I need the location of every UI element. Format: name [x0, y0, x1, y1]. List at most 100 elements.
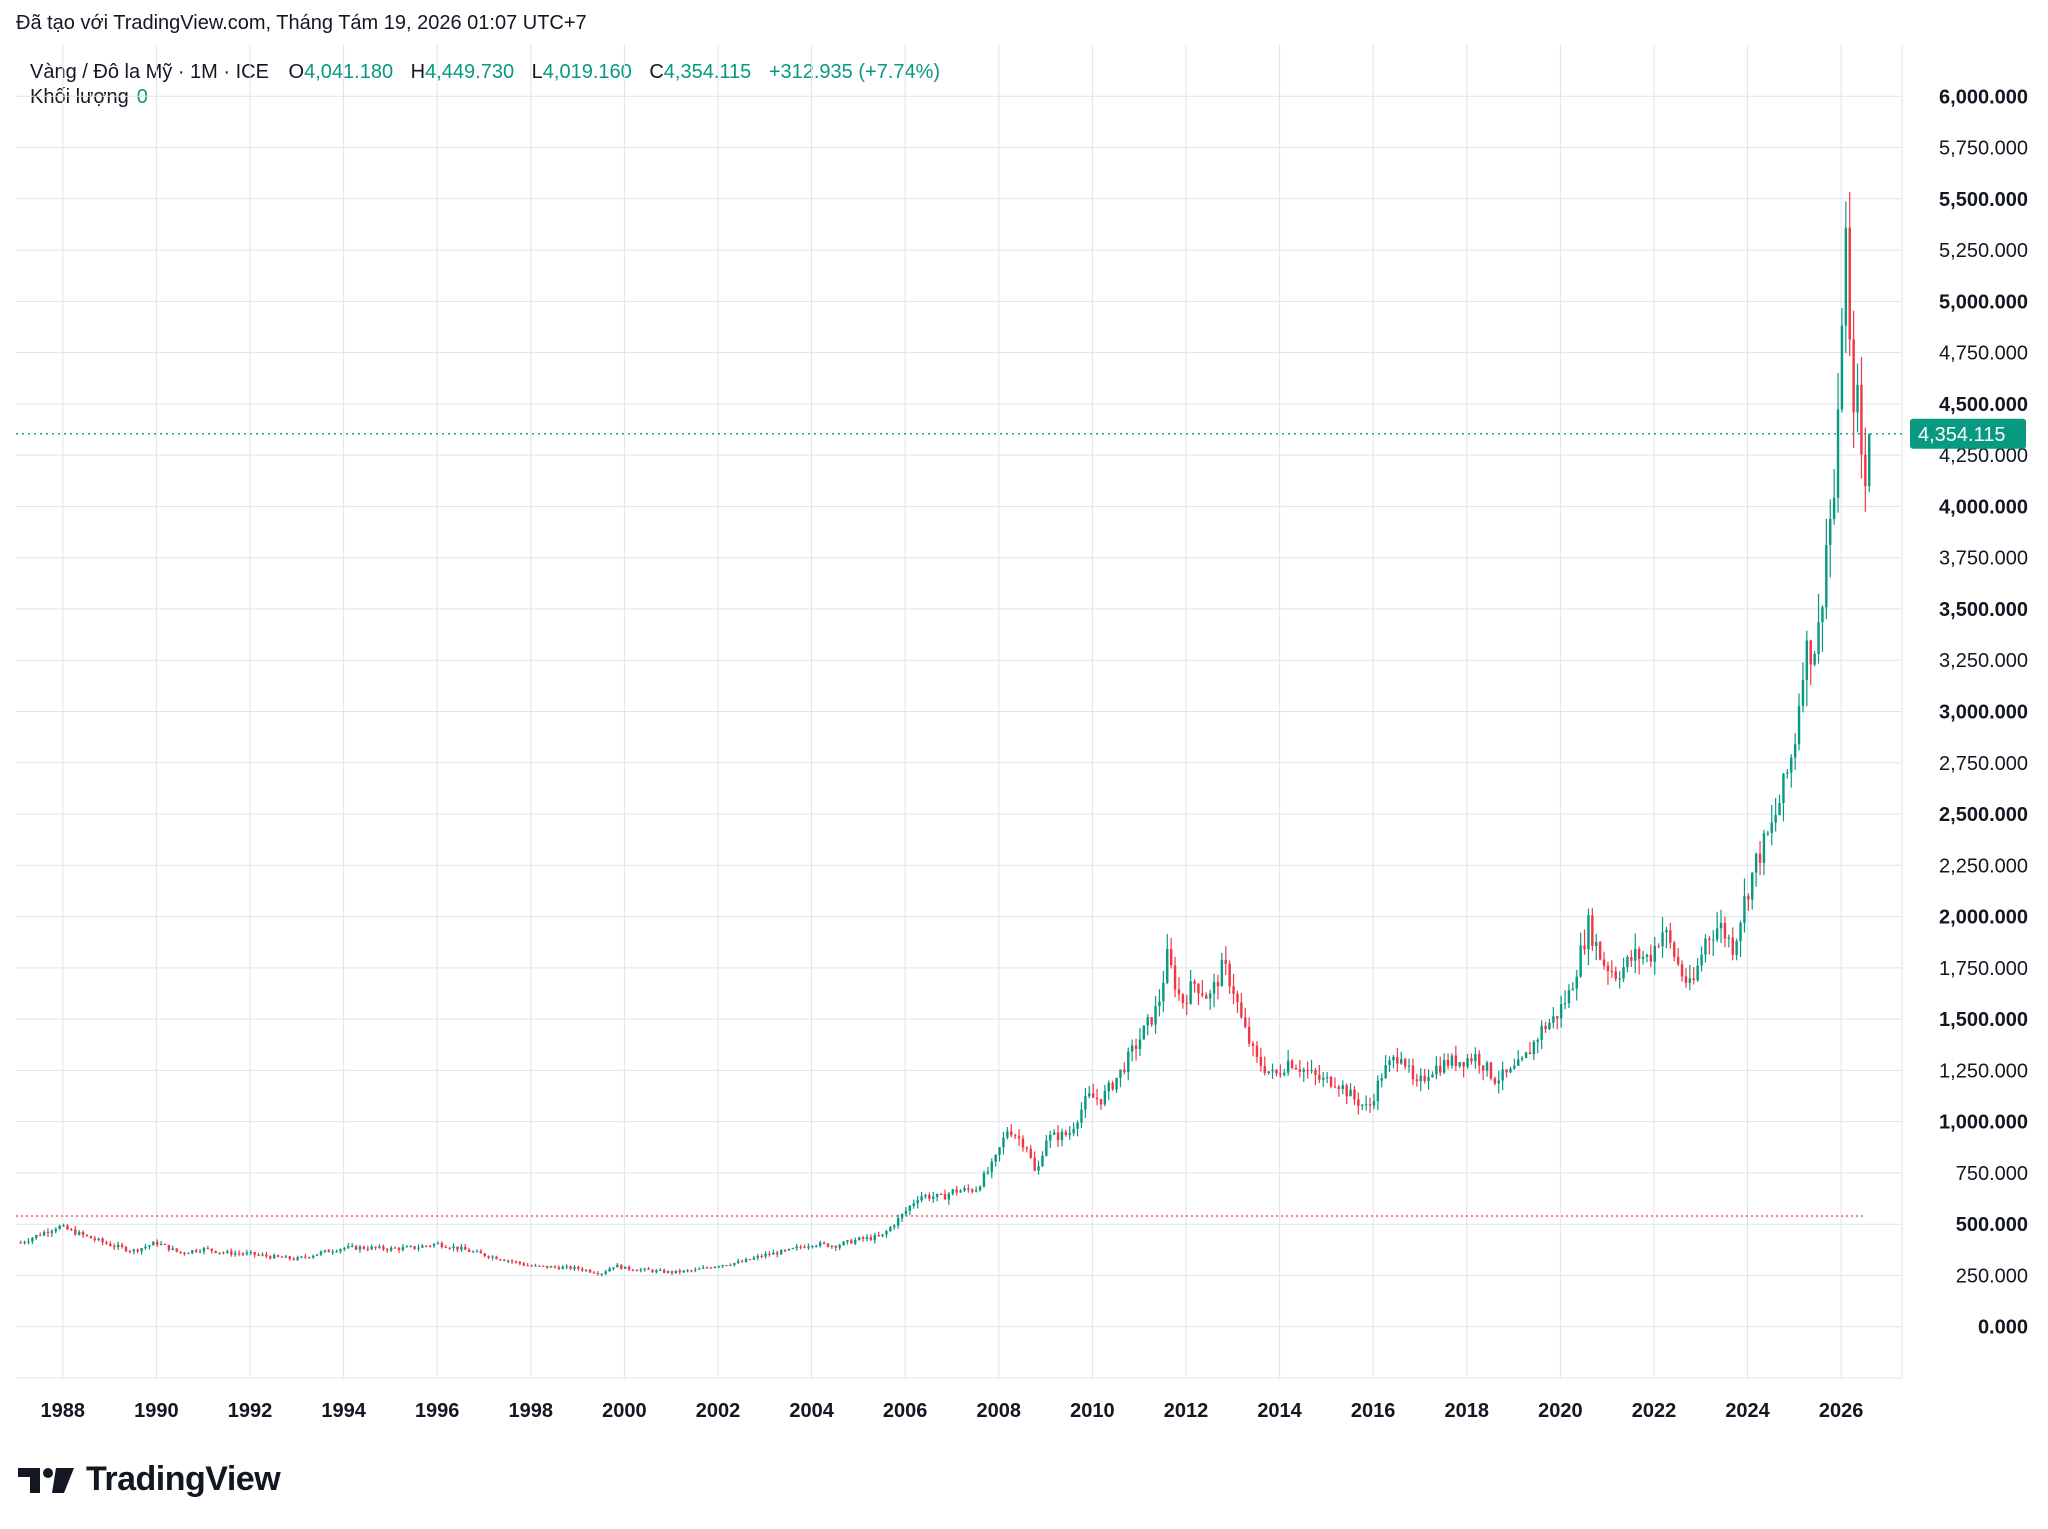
candle-body	[241, 1253, 245, 1255]
candle	[23, 1240, 26, 1245]
candle-body	[1208, 993, 1212, 999]
candle-body	[23, 1242, 26, 1244]
candle-body	[1318, 1074, 1321, 1080]
candle-body	[1021, 1138, 1025, 1148]
candle	[1275, 1069, 1278, 1077]
candle	[350, 1243, 354, 1248]
candle-body	[811, 1246, 814, 1248]
candle-body	[89, 1236, 93, 1239]
candle-body	[245, 1252, 249, 1254]
candle	[1002, 1131, 1005, 1155]
candle	[1505, 1069, 1508, 1078]
candle	[1220, 952, 1224, 987]
candle	[1766, 830, 1770, 837]
x-tick-label: 2018	[1445, 1400, 1490, 1422]
candle-body	[1380, 1078, 1383, 1081]
candle-body	[932, 1196, 935, 1199]
candle-body	[752, 1257, 756, 1260]
candle-body	[1517, 1059, 1520, 1066]
candle	[1306, 1061, 1309, 1079]
candle	[518, 1261, 522, 1266]
candle	[865, 1234, 869, 1242]
candle-body	[159, 1243, 163, 1245]
x-tick-label: 2012	[1164, 1400, 1209, 1422]
candle	[144, 1243, 147, 1251]
tradingview-logo[interactable]: TradingView	[18, 1460, 281, 1499]
candle-body	[1127, 1051, 1130, 1073]
candle	[1493, 1076, 1497, 1086]
candle-body	[1049, 1134, 1052, 1141]
candle-body	[772, 1252, 775, 1255]
candle-body	[1115, 1077, 1118, 1090]
candle	[1517, 1050, 1520, 1066]
candle-body	[1478, 1054, 1481, 1066]
candle	[1829, 499, 1832, 578]
candle-body	[1821, 607, 1824, 623]
candle-body	[1064, 1131, 1068, 1135]
candle	[1294, 1064, 1298, 1070]
candle	[1478, 1050, 1481, 1074]
candle-body	[1103, 1091, 1107, 1105]
candle-body	[881, 1234, 884, 1237]
candle-body	[1052, 1132, 1056, 1135]
candle-body	[861, 1237, 865, 1239]
candle	[171, 1245, 174, 1251]
candle-body	[1329, 1076, 1333, 1087]
volume-label[interactable]: Khối lượng	[30, 86, 129, 108]
y-tick-label: 0.000	[1978, 1317, 2028, 1339]
candle-body	[35, 1235, 38, 1238]
candle-body	[1446, 1059, 1450, 1066]
candle	[561, 1265, 564, 1270]
candle-body	[651, 1269, 654, 1272]
candle-body	[226, 1251, 229, 1253]
candle	[74, 1225, 77, 1236]
candle-body	[183, 1252, 186, 1254]
y-tick-label: 4,750.000	[1939, 343, 2028, 365]
candle-body	[1805, 640, 1809, 680]
candle-body	[1575, 976, 1578, 989]
candle-body	[1556, 1016, 1559, 1019]
candle-body	[452, 1246, 455, 1249]
candle	[549, 1265, 553, 1268]
candle-body	[1169, 948, 1173, 966]
candle-body	[686, 1270, 689, 1272]
candle	[854, 1237, 857, 1246]
candle	[545, 1265, 549, 1269]
candle	[623, 1266, 627, 1269]
candle	[1556, 1015, 1559, 1030]
candle-body	[1657, 945, 1660, 947]
candle-body	[799, 1246, 802, 1248]
candle	[1552, 1007, 1555, 1029]
candle	[210, 1248, 213, 1254]
candle	[491, 1255, 494, 1261]
candle	[1298, 1059, 1302, 1078]
symbol-label[interactable]: Vàng / Đô la Mỹ · 1M · ICE	[30, 61, 269, 83]
candle-body	[1661, 932, 1664, 947]
candle-body	[600, 1273, 603, 1275]
candle	[1232, 973, 1235, 1004]
candle	[374, 1246, 377, 1251]
candle-body	[655, 1270, 658, 1272]
candle	[620, 1264, 623, 1270]
candle	[1193, 979, 1196, 993]
candle	[1060, 1128, 1064, 1147]
candle-body	[1520, 1057, 1524, 1060]
candle-body	[943, 1193, 947, 1200]
candle	[226, 1249, 229, 1254]
candle	[218, 1252, 221, 1255]
candle	[479, 1249, 483, 1254]
candle-body	[46, 1232, 50, 1234]
price-tag-box	[1910, 418, 2026, 449]
candle-body	[440, 1243, 444, 1247]
candle-body	[1310, 1070, 1313, 1072]
candle-body	[1715, 928, 1719, 940]
candle-body	[148, 1245, 151, 1247]
candle-body	[647, 1268, 650, 1270]
candle-body	[1454, 1055, 1458, 1067]
candle-body	[464, 1246, 467, 1250]
candle	[1080, 1102, 1083, 1128]
candle	[1801, 662, 1805, 713]
candle	[1407, 1058, 1411, 1073]
candle-body	[343, 1247, 346, 1250]
